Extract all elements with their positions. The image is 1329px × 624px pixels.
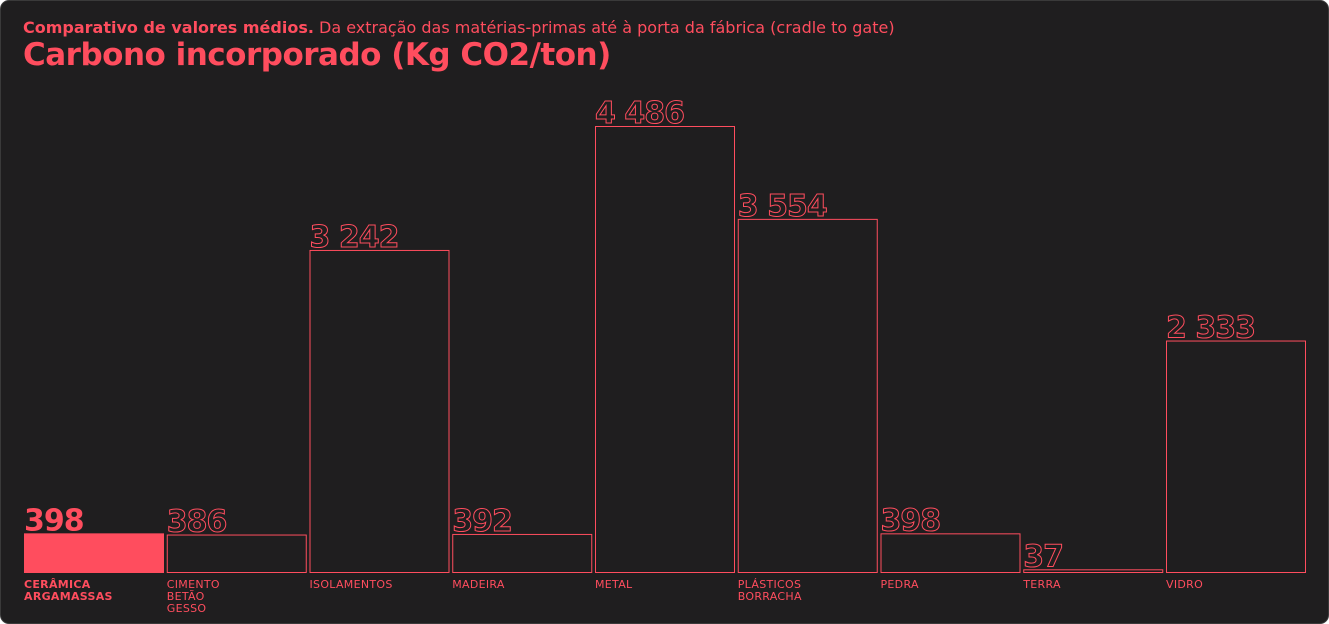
category-label: CERÂMICA [24, 578, 91, 591]
category-label: TERRA [1022, 578, 1061, 591]
category-label: CIMENTO [167, 578, 220, 591]
category-label: ISOLAMENTOS [310, 578, 393, 591]
bar-value-label: 3 554 [738, 189, 827, 224]
category-label: ARGAMASSAS [24, 590, 113, 603]
category-label: BETÃO [167, 590, 205, 603]
bar [737, 218, 878, 573]
category-label: VIDRO [1166, 578, 1203, 591]
bar [595, 126, 735, 573]
bar [309, 249, 450, 574]
subtitle-rest: Da extração das matérias-primas até à po… [313, 18, 895, 37]
chart-title: Carbono incorporado (Kg CO2/ton) [23, 37, 611, 73]
bar [1023, 569, 1164, 573]
bar-value-label: 37 [1023, 539, 1063, 574]
category-label: PLÁSTICOS [738, 578, 802, 591]
bar-value-label: 4 486 [595, 96, 684, 131]
bar-value-label: 3 242 [310, 220, 399, 255]
bar [1166, 340, 1306, 573]
bar [24, 533, 164, 574]
category-label: PEDRA [881, 578, 919, 591]
category-label: METAL [595, 578, 633, 591]
category-label: MADEIRA [452, 578, 505, 591]
subtitle-bold: Comparativo de valores médios. [23, 18, 314, 37]
category-label: GESSO [167, 602, 207, 615]
bar-value-label: 392 [452, 504, 512, 539]
bar-value-label: 398 [24, 503, 84, 538]
bar-value-label: 2 333 [1166, 311, 1255, 346]
bar-value-label: 398 [881, 503, 941, 538]
bar [166, 534, 307, 573]
bar [452, 533, 593, 574]
category-label: BORRACHA [738, 590, 802, 603]
bar [880, 533, 1021, 574]
chart-subtitle: Comparativo de valores médios. Da extraç… [23, 18, 895, 37]
bar-value-label: 386 [167, 505, 227, 540]
